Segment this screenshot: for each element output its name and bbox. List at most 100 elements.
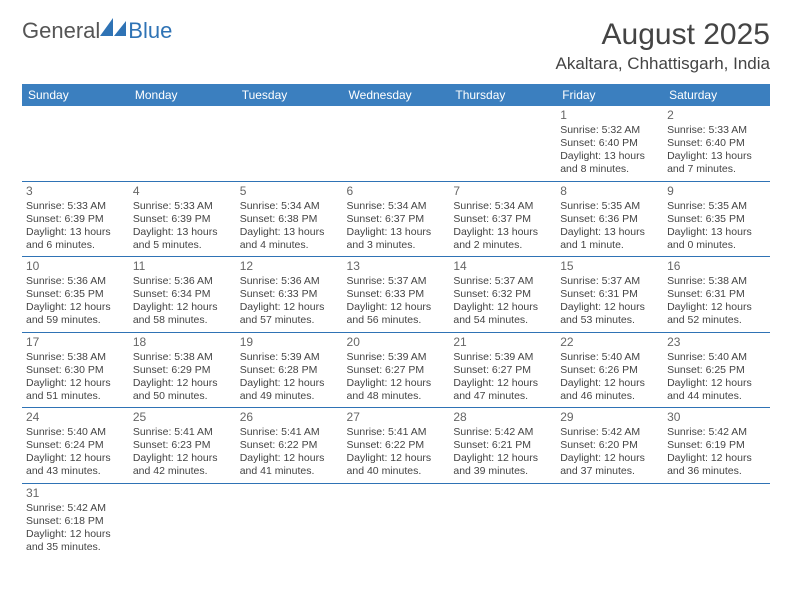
sunrise-text: Sunrise: 5:37 AM xyxy=(560,275,659,288)
sunset-text: Sunset: 6:40 PM xyxy=(667,137,766,150)
calendar-body: 1Sunrise: 5:32 AMSunset: 6:40 PMDaylight… xyxy=(22,106,770,558)
day-number: 5 xyxy=(240,184,339,199)
calendar-day-cell: 12Sunrise: 5:36 AMSunset: 6:33 PMDayligh… xyxy=(236,257,343,333)
calendar-empty-cell xyxy=(236,106,343,181)
calendar-day-cell: 31Sunrise: 5:42 AMSunset: 6:18 PMDayligh… xyxy=(22,483,129,558)
daylight-text: Daylight: 12 hours and 44 minutes. xyxy=(667,377,766,403)
calendar-empty-cell xyxy=(556,483,663,558)
day-number: 20 xyxy=(347,335,446,350)
calendar-week-row: 3Sunrise: 5:33 AMSunset: 6:39 PMDaylight… xyxy=(22,181,770,257)
daylight-text: Daylight: 13 hours and 7 minutes. xyxy=(667,150,766,176)
calendar-week-row: 10Sunrise: 5:36 AMSunset: 6:35 PMDayligh… xyxy=(22,257,770,333)
day-number: 14 xyxy=(453,259,552,274)
daylight-text: Daylight: 12 hours and 51 minutes. xyxy=(26,377,125,403)
calendar-day-cell: 2Sunrise: 5:33 AMSunset: 6:40 PMDaylight… xyxy=(663,106,770,181)
daylight-text: Daylight: 12 hours and 41 minutes. xyxy=(240,452,339,478)
daylight-text: Daylight: 12 hours and 43 minutes. xyxy=(26,452,125,478)
sunrise-text: Sunrise: 5:37 AM xyxy=(453,275,552,288)
logo: General Blue xyxy=(22,18,172,44)
sunrise-text: Sunrise: 5:36 AM xyxy=(26,275,125,288)
sunset-text: Sunset: 6:35 PM xyxy=(667,213,766,226)
calendar-empty-cell xyxy=(449,483,556,558)
sunrise-text: Sunrise: 5:39 AM xyxy=(347,351,446,364)
calendar-empty-cell xyxy=(22,106,129,181)
sunset-text: Sunset: 6:27 PM xyxy=(453,364,552,377)
calendar-day-cell: 21Sunrise: 5:39 AMSunset: 6:27 PMDayligh… xyxy=(449,332,556,408)
calendar-week-row: 31Sunrise: 5:42 AMSunset: 6:18 PMDayligh… xyxy=(22,483,770,558)
calendar-day-cell: 17Sunrise: 5:38 AMSunset: 6:30 PMDayligh… xyxy=(22,332,129,408)
calendar-empty-cell xyxy=(236,483,343,558)
calendar-empty-cell xyxy=(663,483,770,558)
calendar-day-cell: 30Sunrise: 5:42 AMSunset: 6:19 PMDayligh… xyxy=(663,408,770,484)
daylight-text: Daylight: 13 hours and 6 minutes. xyxy=(26,226,125,252)
day-number: 25 xyxy=(133,410,232,425)
logo-sail-icon xyxy=(100,18,126,36)
sunrise-text: Sunrise: 5:39 AM xyxy=(453,351,552,364)
sunset-text: Sunset: 6:35 PM xyxy=(26,288,125,301)
weekday-header: Wednesday xyxy=(343,84,450,106)
calendar-empty-cell xyxy=(449,106,556,181)
sunset-text: Sunset: 6:20 PM xyxy=(560,439,659,452)
sunrise-text: Sunrise: 5:33 AM xyxy=(667,124,766,137)
daylight-text: Daylight: 13 hours and 8 minutes. xyxy=(560,150,659,176)
day-number: 19 xyxy=(240,335,339,350)
sunset-text: Sunset: 6:28 PM xyxy=(240,364,339,377)
calendar-day-cell: 7Sunrise: 5:34 AMSunset: 6:37 PMDaylight… xyxy=(449,181,556,257)
sunset-text: Sunset: 6:33 PM xyxy=(347,288,446,301)
sunrise-text: Sunrise: 5:34 AM xyxy=(240,200,339,213)
sunset-text: Sunset: 6:39 PM xyxy=(26,213,125,226)
sunrise-text: Sunrise: 5:41 AM xyxy=(347,426,446,439)
logo-text-general: General xyxy=(22,18,100,44)
calendar-day-cell: 9Sunrise: 5:35 AMSunset: 6:35 PMDaylight… xyxy=(663,181,770,257)
calendar-day-cell: 20Sunrise: 5:39 AMSunset: 6:27 PMDayligh… xyxy=(343,332,450,408)
daylight-text: Daylight: 13 hours and 5 minutes. xyxy=(133,226,232,252)
day-number: 31 xyxy=(26,486,125,501)
title-block: August 2025 Akaltara, Chhattisgarh, Indi… xyxy=(555,18,770,74)
calendar-week-row: 17Sunrise: 5:38 AMSunset: 6:30 PMDayligh… xyxy=(22,332,770,408)
daylight-text: Daylight: 13 hours and 3 minutes. xyxy=(347,226,446,252)
sunset-text: Sunset: 6:27 PM xyxy=(347,364,446,377)
calendar-day-cell: 14Sunrise: 5:37 AMSunset: 6:32 PMDayligh… xyxy=(449,257,556,333)
daylight-text: Daylight: 12 hours and 53 minutes. xyxy=(560,301,659,327)
day-number: 23 xyxy=(667,335,766,350)
daylight-text: Daylight: 12 hours and 42 minutes. xyxy=(133,452,232,478)
sunset-text: Sunset: 6:37 PM xyxy=(453,213,552,226)
sunset-text: Sunset: 6:33 PM xyxy=(240,288,339,301)
sunset-text: Sunset: 6:26 PM xyxy=(560,364,659,377)
calendar-day-cell: 6Sunrise: 5:34 AMSunset: 6:37 PMDaylight… xyxy=(343,181,450,257)
daylight-text: Daylight: 12 hours and 37 minutes. xyxy=(560,452,659,478)
sunset-text: Sunset: 6:19 PM xyxy=(667,439,766,452)
sunrise-text: Sunrise: 5:33 AM xyxy=(26,200,125,213)
daylight-text: Daylight: 12 hours and 48 minutes. xyxy=(347,377,446,403)
header: General Blue August 2025 Akaltara, Chhat… xyxy=(22,18,770,74)
day-number: 7 xyxy=(453,184,552,199)
sunset-text: Sunset: 6:32 PM xyxy=(453,288,552,301)
calendar-day-cell: 5Sunrise: 5:34 AMSunset: 6:38 PMDaylight… xyxy=(236,181,343,257)
sunrise-text: Sunrise: 5:42 AM xyxy=(26,502,125,515)
calendar-day-cell: 25Sunrise: 5:41 AMSunset: 6:23 PMDayligh… xyxy=(129,408,236,484)
calendar-empty-cell xyxy=(129,106,236,181)
day-number: 27 xyxy=(347,410,446,425)
sunrise-text: Sunrise: 5:34 AM xyxy=(453,200,552,213)
day-number: 29 xyxy=(560,410,659,425)
daylight-text: Daylight: 13 hours and 4 minutes. xyxy=(240,226,339,252)
calendar-day-cell: 16Sunrise: 5:38 AMSunset: 6:31 PMDayligh… xyxy=(663,257,770,333)
day-number: 16 xyxy=(667,259,766,274)
location-label: Akaltara, Chhattisgarh, India xyxy=(555,54,770,74)
daylight-text: Daylight: 12 hours and 54 minutes. xyxy=(453,301,552,327)
sunset-text: Sunset: 6:23 PM xyxy=(133,439,232,452)
day-number: 1 xyxy=(560,108,659,123)
day-number: 4 xyxy=(133,184,232,199)
daylight-text: Daylight: 12 hours and 52 minutes. xyxy=(667,301,766,327)
sunset-text: Sunset: 6:40 PM xyxy=(560,137,659,150)
daylight-text: Daylight: 12 hours and 46 minutes. xyxy=(560,377,659,403)
day-number: 6 xyxy=(347,184,446,199)
calendar-day-cell: 13Sunrise: 5:37 AMSunset: 6:33 PMDayligh… xyxy=(343,257,450,333)
weekday-header: Thursday xyxy=(449,84,556,106)
sunrise-text: Sunrise: 5:42 AM xyxy=(667,426,766,439)
daylight-text: Daylight: 12 hours and 57 minutes. xyxy=(240,301,339,327)
calendar-empty-cell xyxy=(343,106,450,181)
day-number: 3 xyxy=(26,184,125,199)
sunrise-text: Sunrise: 5:40 AM xyxy=(667,351,766,364)
sunset-text: Sunset: 6:34 PM xyxy=(133,288,232,301)
